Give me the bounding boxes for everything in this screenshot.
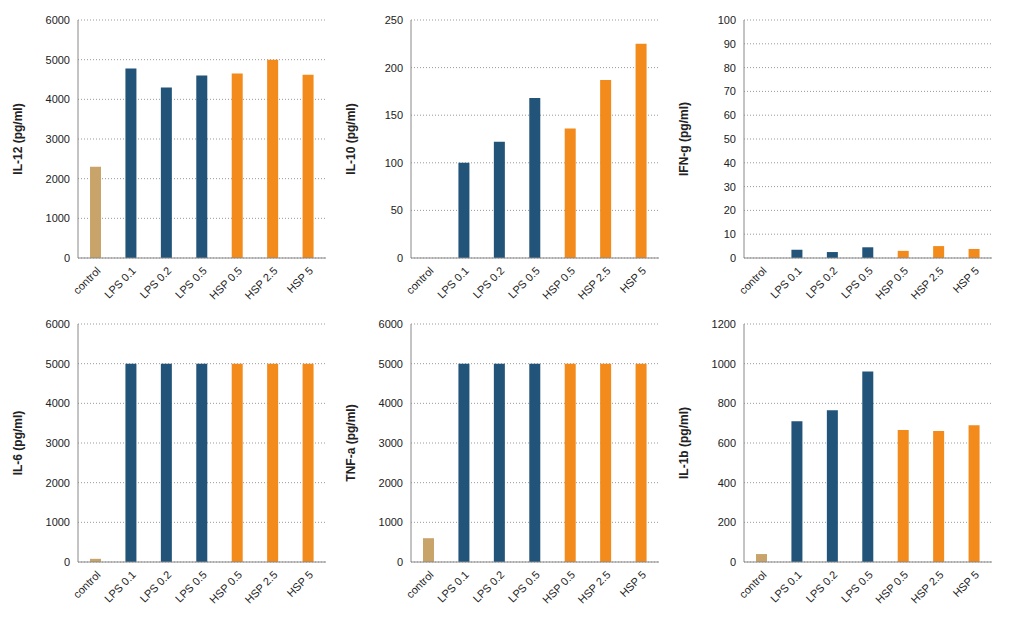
svg-text:HSP 5: HSP 5 xyxy=(284,568,315,599)
svg-text:IFN-g (pg/ml): IFN-g (pg/ml) xyxy=(677,102,691,176)
svg-text:0: 0 xyxy=(730,556,736,568)
svg-text:LPS 0.1: LPS 0.1 xyxy=(435,568,471,604)
svg-text:HSP 5: HSP 5 xyxy=(617,264,648,295)
svg-text:1000: 1000 xyxy=(712,358,736,370)
svg-text:0: 0 xyxy=(397,556,403,568)
svg-text:LPS 0.5: LPS 0.5 xyxy=(506,568,542,604)
svg-text:1000: 1000 xyxy=(46,516,70,528)
svg-text:LPS 0.5: LPS 0.5 xyxy=(173,264,209,300)
svg-text:HSP 5: HSP 5 xyxy=(284,264,315,295)
svg-text:1000: 1000 xyxy=(46,212,70,224)
svg-text:LPS 0.5: LPS 0.5 xyxy=(173,568,209,604)
svg-text:1200: 1200 xyxy=(712,318,736,330)
svg-text:2000: 2000 xyxy=(379,477,403,489)
svg-text:control: control xyxy=(71,264,103,296)
svg-text:HSP 0.5: HSP 0.5 xyxy=(207,568,244,605)
svg-text:LPS 0.2: LPS 0.2 xyxy=(803,568,839,604)
svg-text:TNF-a (pg/ml): TNF-a (pg/ml) xyxy=(344,404,358,481)
svg-text:3000: 3000 xyxy=(46,133,70,145)
svg-text:0: 0 xyxy=(64,556,70,568)
svg-text:0: 0 xyxy=(730,252,736,264)
svg-text:LPS 0.2: LPS 0.2 xyxy=(470,264,506,300)
svg-text:250: 250 xyxy=(385,14,403,26)
svg-text:50: 50 xyxy=(724,133,736,145)
svg-text:LPS 0.1: LPS 0.1 xyxy=(435,264,471,300)
svg-text:control: control xyxy=(404,264,436,296)
svg-text:HSP 0.5: HSP 0.5 xyxy=(873,568,910,605)
svg-text:5000: 5000 xyxy=(46,54,70,66)
svg-text:0: 0 xyxy=(64,252,70,264)
svg-text:LPS 0.2: LPS 0.2 xyxy=(803,264,839,300)
svg-text:IL-6 (pg/ml): IL-6 (pg/ml) xyxy=(11,411,25,476)
svg-text:LPS 0.1: LPS 0.1 xyxy=(768,264,804,300)
svg-text:control: control xyxy=(71,568,103,600)
svg-text:4000: 4000 xyxy=(46,93,70,105)
svg-text:6000: 6000 xyxy=(46,14,70,26)
svg-text:HSP 2.5: HSP 2.5 xyxy=(908,264,945,301)
svg-text:LPS 0.1: LPS 0.1 xyxy=(102,568,138,604)
svg-text:HSP 2.5: HSP 2.5 xyxy=(242,264,279,301)
svg-text:HSP 2.5: HSP 2.5 xyxy=(575,264,612,301)
svg-text:LPS 0.5: LPS 0.5 xyxy=(839,264,875,300)
svg-text:400: 400 xyxy=(718,477,736,489)
svg-text:HSP 2.5: HSP 2.5 xyxy=(242,568,279,605)
svg-text:100: 100 xyxy=(385,157,403,169)
svg-text:4000: 4000 xyxy=(379,397,403,409)
svg-text:10: 10 xyxy=(724,228,736,240)
svg-text:2000: 2000 xyxy=(46,477,70,489)
svg-text:LPS 0.5: LPS 0.5 xyxy=(839,568,875,604)
svg-text:5000: 5000 xyxy=(46,358,70,370)
svg-text:150: 150 xyxy=(385,109,403,121)
svg-text:1000: 1000 xyxy=(379,516,403,528)
svg-text:HSP 5: HSP 5 xyxy=(950,264,981,295)
svg-text:6000: 6000 xyxy=(46,318,70,330)
svg-text:50: 50 xyxy=(391,204,403,216)
svg-text:30: 30 xyxy=(724,181,736,193)
svg-text:600: 600 xyxy=(718,437,736,449)
svg-text:40: 40 xyxy=(724,157,736,169)
svg-text:HSP 2.5: HSP 2.5 xyxy=(908,568,945,605)
svg-text:HSP 2.5: HSP 2.5 xyxy=(575,568,612,605)
svg-text:80: 80 xyxy=(724,62,736,74)
svg-text:IL-12 (pg/ml): IL-12 (pg/ml) xyxy=(11,103,25,174)
svg-text:200: 200 xyxy=(385,62,403,74)
svg-text:800: 800 xyxy=(718,397,736,409)
svg-text:LPS 0.2: LPS 0.2 xyxy=(470,568,506,604)
svg-text:HSP 5: HSP 5 xyxy=(950,568,981,599)
svg-text:IL-1b (pg/ml): IL-1b (pg/ml) xyxy=(677,407,691,479)
svg-text:LPS 0.1: LPS 0.1 xyxy=(102,264,138,300)
svg-text:3000: 3000 xyxy=(46,437,70,449)
svg-text:2000: 2000 xyxy=(46,173,70,185)
svg-text:control: control xyxy=(404,568,436,600)
svg-text:LPS 0.1: LPS 0.1 xyxy=(768,568,804,604)
svg-text:90: 90 xyxy=(724,38,736,50)
svg-text:0: 0 xyxy=(397,252,403,264)
svg-text:5000: 5000 xyxy=(379,358,403,370)
svg-text:IL-10 (pg/ml): IL-10 (pg/ml) xyxy=(344,103,358,174)
svg-text:20: 20 xyxy=(724,204,736,216)
svg-text:4000: 4000 xyxy=(46,397,70,409)
svg-text:200: 200 xyxy=(718,516,736,528)
svg-text:6000: 6000 xyxy=(379,318,403,330)
svg-text:LPS 0.5: LPS 0.5 xyxy=(506,264,542,300)
svg-text:HSP 0.5: HSP 0.5 xyxy=(540,264,577,301)
svg-text:HSP 0.5: HSP 0.5 xyxy=(873,264,910,301)
svg-text:HSP 0.5: HSP 0.5 xyxy=(540,568,577,605)
svg-text:LPS 0.2: LPS 0.2 xyxy=(137,264,173,300)
svg-text:HSP 5: HSP 5 xyxy=(617,568,648,599)
svg-text:70: 70 xyxy=(724,85,736,97)
svg-text:60: 60 xyxy=(724,109,736,121)
svg-text:HSP 0.5: HSP 0.5 xyxy=(207,264,244,301)
svg-text:control: control xyxy=(737,264,769,296)
svg-text:3000: 3000 xyxy=(379,437,403,449)
svg-text:LPS 0.2: LPS 0.2 xyxy=(137,568,173,604)
svg-text:control: control xyxy=(737,568,769,600)
svg-text:100: 100 xyxy=(718,14,736,26)
